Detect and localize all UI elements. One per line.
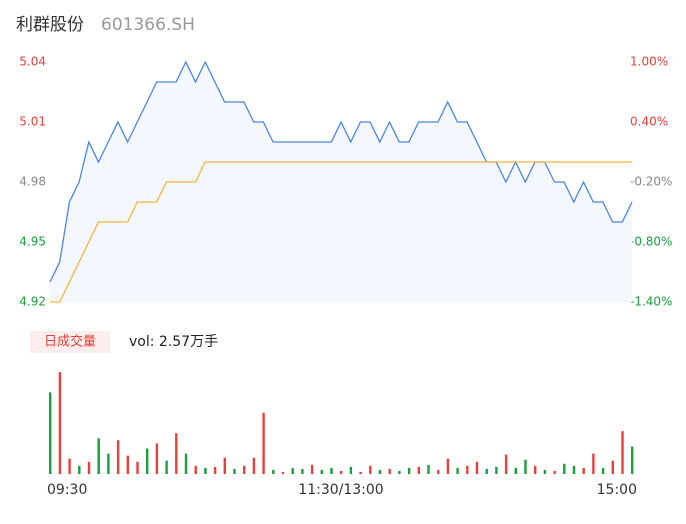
volume-bar [611,460,614,474]
volume-bar [146,448,149,474]
volume-bar [495,466,498,474]
volume-bar [349,466,353,474]
volume-bar [592,453,595,474]
y2-tick-label: 0.40% [630,115,668,129]
volume-bar [310,464,314,474]
stock-code: 601366.SH [101,15,195,35]
y-tick-label: 4.92 [19,295,46,309]
volume-bar [320,469,323,474]
volume-bar [165,460,168,474]
volume-bar [272,469,275,474]
volume-bar [262,412,265,474]
volume-bar [543,469,547,474]
volume-bar [49,392,52,474]
volume-bar [456,467,459,474]
volume-tab [30,331,110,353]
volume-bar [68,458,71,474]
volume-bar [126,455,129,474]
x-tick-label: 11:30/13:00 [298,482,383,498]
volume-bar [136,461,139,474]
volume-bar [252,457,256,474]
volume-bar [572,465,576,474]
stock-name: 利群股份 [16,15,84,35]
volume-bar [524,459,527,474]
volume-bar [301,468,304,474]
volume-bar [446,458,450,474]
volume-bar [466,465,469,474]
volume-bar [243,465,246,474]
volume-bar [223,457,226,474]
volume-bar [107,453,110,474]
volume-bar [563,463,566,474]
volume-bar [87,461,91,474]
volume-bar [291,467,294,474]
y-tick-label: 5.01 [19,115,46,129]
volume-bar [97,438,100,474]
y2-tick-label: -1.40% [630,295,672,309]
volume-bar [621,431,624,474]
volume-bar [213,466,217,474]
volume-bar [233,468,236,474]
volume-bar [534,465,537,474]
volume-bar [514,467,517,474]
volume-bar [204,467,207,474]
volume-bar [437,469,440,474]
volume-bar [427,464,430,474]
y2-tick-label: -0.20% [630,175,672,189]
volume-title: 日成交量 [44,334,96,350]
volume-bar [485,468,488,474]
price-area [50,62,632,302]
volume-bar [194,465,197,474]
volume-bar [369,465,372,474]
volume-label: vol: 2.57万手 [129,334,218,350]
volume-bar [175,433,178,474]
volume-bar [582,467,585,474]
volume-bar [116,440,120,474]
volume-bar [78,465,81,474]
volume-bar [417,466,420,474]
volume-bar [281,471,285,474]
volume-bar [553,470,556,474]
volume-bar [504,454,508,474]
x-tick-label: 15:00 [597,482,637,498]
volume-bar [475,461,479,474]
y-tick-label: 4.98 [19,175,46,189]
volume-bar [388,468,391,474]
volume-bar [184,453,188,474]
y2-tick-label: -0.80% [630,235,672,249]
volume-bar [601,467,605,474]
volume-bar [330,467,333,474]
volume-bar [359,471,362,474]
volume-bar [631,446,634,474]
volume-bar [407,467,411,474]
volume-bar [398,470,401,474]
volume-bar [378,469,382,474]
volume-bar [58,372,62,474]
volume-bar [340,470,343,474]
y2-tick-label: 1.00% [630,55,668,69]
average-line [50,161,632,303]
volume-bar [155,443,159,474]
y-tick-label: 4.95 [19,235,46,249]
x-tick-label: 09:30 [47,482,87,498]
y-tick-label: 5.04 [19,55,46,69]
